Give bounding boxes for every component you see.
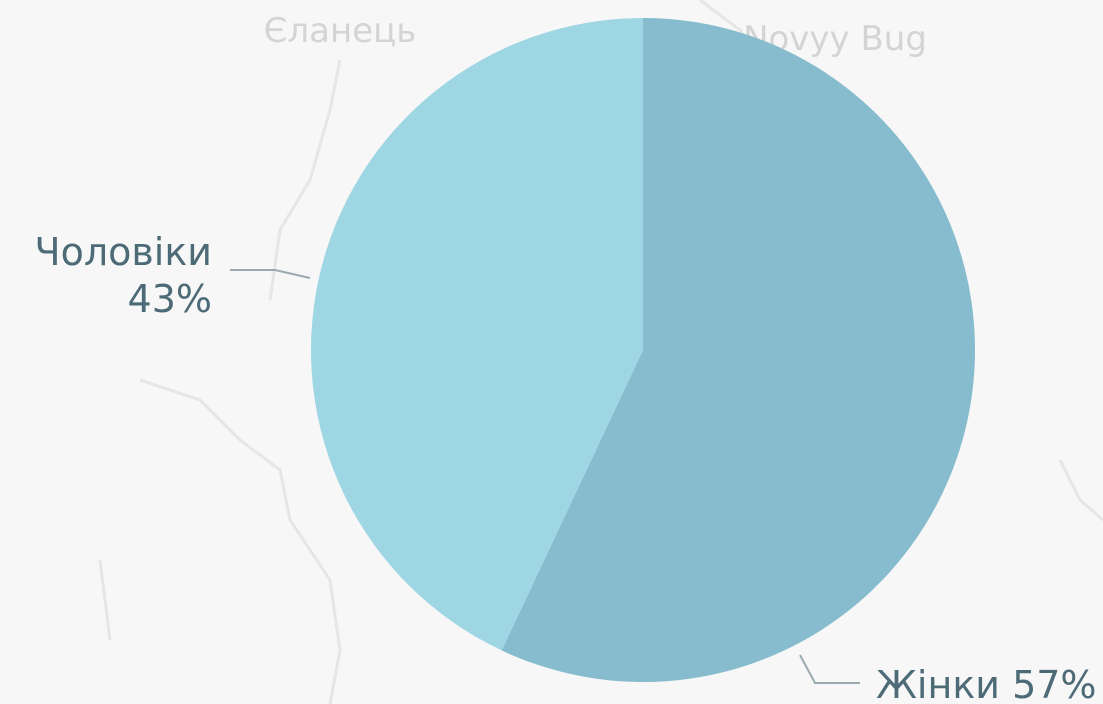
leader-line bbox=[799, 654, 860, 684]
slice-label: Чоловіки bbox=[35, 230, 212, 274]
map-river bbox=[139, 378, 342, 704]
leader-line bbox=[230, 269, 311, 279]
pie-slice bbox=[310, 18, 643, 651]
pie-slice bbox=[501, 18, 975, 683]
map-road bbox=[268, 59, 342, 301]
slice-value-label: 43% bbox=[128, 277, 212, 321]
map-road bbox=[1058, 459, 1103, 522]
slice-value-label: 57% bbox=[1012, 663, 1096, 704]
map-road bbox=[98, 559, 112, 641]
slice-label-group: Жінки 57% bbox=[876, 663, 1097, 704]
map-lines bbox=[98, 0, 1103, 704]
slice-label: Жінки bbox=[876, 663, 1000, 704]
map-label: Єланець bbox=[264, 11, 417, 51]
pie bbox=[310, 18, 975, 683]
